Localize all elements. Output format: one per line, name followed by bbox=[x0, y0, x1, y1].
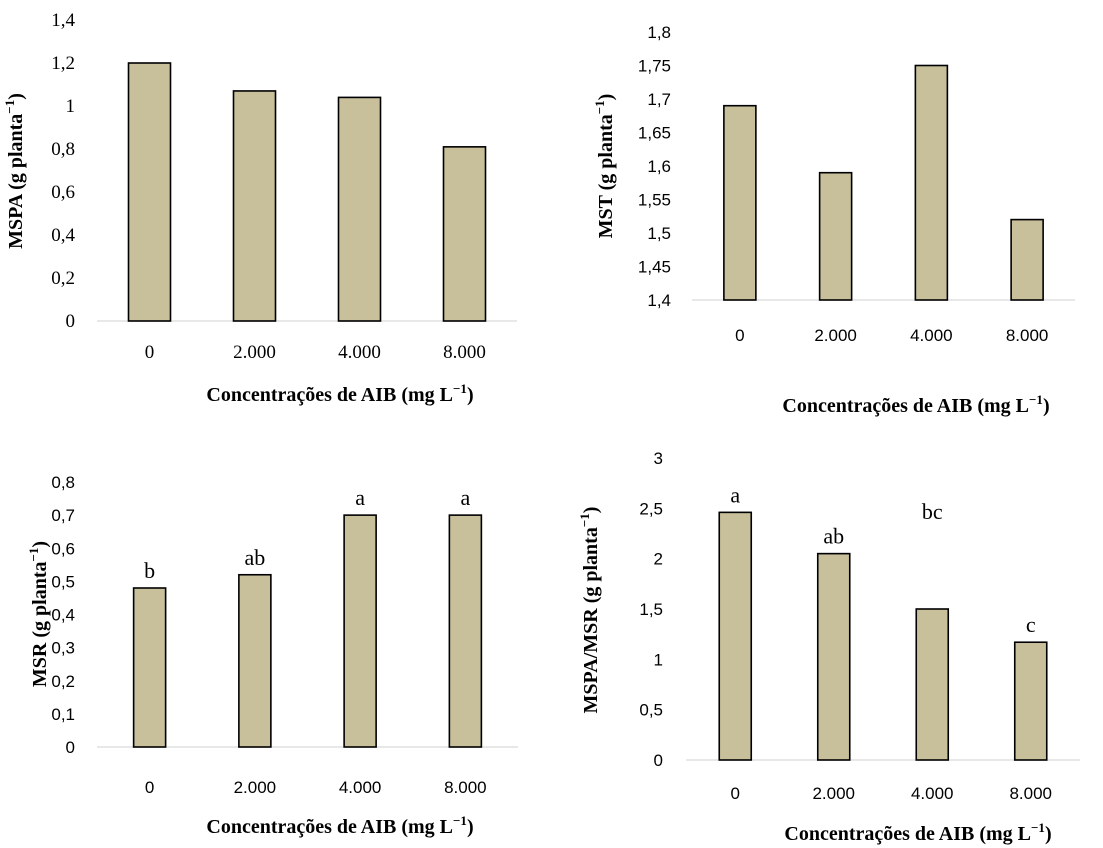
bar-4.000 bbox=[915, 608, 950, 761]
y-tick-label: 0,4 bbox=[51, 225, 75, 246]
bar-2.000 bbox=[232, 90, 277, 322]
y-tick-label: 1,5 bbox=[647, 224, 671, 243]
x-axis-title: Concentrações de AIB (mg L−1) bbox=[206, 813, 473, 838]
y-tick-label: 1,4 bbox=[51, 10, 75, 31]
y-tick-label: 1,75 bbox=[638, 57, 671, 76]
chart-panel-2: 1,4 1,45 1,5 1,55 1,6 1,65 1,7 1,75 1,8 0 2.000 4.0… bbox=[592, 23, 1075, 417]
y-tick-label: 1,65 bbox=[638, 124, 671, 143]
y-axis-title: MST (g planta−1) bbox=[592, 94, 617, 239]
y-tick-label: 0,2 bbox=[51, 268, 75, 289]
x-tick-label: 4.000 bbox=[339, 778, 382, 797]
y-tick-label: 0,4 bbox=[51, 606, 75, 625]
y-tick-label: 0 bbox=[654, 751, 663, 770]
bar-8.000 bbox=[448, 514, 483, 748]
significance-label: a bbox=[460, 485, 470, 510]
chart-panel-3: 0 0,1 0,2 0,3 0,4 0,5 0,6 0,7 0,8 0 b 2.000 ab 4.000 a… bbox=[26, 473, 518, 838]
bar-4.000 bbox=[337, 96, 382, 322]
bar-8.000 bbox=[1013, 641, 1048, 761]
x-axis-title: Concentrações de AIB (mg L−1) bbox=[784, 820, 1051, 845]
y-axis-title: MSPA (g planta−1) bbox=[2, 93, 27, 249]
x-tick-label: 4.000 bbox=[910, 326, 953, 345]
bar-4.000 bbox=[343, 514, 377, 748]
y-tick-label: 1,45 bbox=[638, 258, 671, 277]
x-tick-label: 2.000 bbox=[233, 342, 276, 363]
bar-2.000 bbox=[816, 552, 851, 761]
y-tick-label: 1,6 bbox=[647, 157, 671, 176]
bar-0 bbox=[718, 511, 753, 761]
y-tick-label: 1,4 bbox=[647, 291, 671, 310]
bar-0 bbox=[132, 587, 167, 748]
x-tick-label: 2.000 bbox=[814, 326, 857, 345]
bar-2.000 bbox=[238, 573, 272, 748]
y-tick-label: 1,5 bbox=[639, 600, 663, 619]
significance-label: a bbox=[355, 485, 365, 510]
y-tick-label: 0 bbox=[66, 738, 75, 757]
chart-panel-1: 0 0,2 0,4 0,6 0,8 1 1,2 1,4 0 2.000 4.000 8.000 Conc… bbox=[2, 10, 517, 406]
x-tick-label: 0 bbox=[731, 784, 740, 803]
y-tick-label: 0,5 bbox=[639, 701, 663, 720]
y-tick-label: 1,7 bbox=[647, 90, 671, 109]
x-tick-label: 0 bbox=[735, 326, 744, 345]
bar-4.000 bbox=[914, 64, 949, 301]
y-tick-label: 0,5 bbox=[51, 572, 75, 591]
bar-8.000 bbox=[1010, 218, 1044, 301]
significance-label: b bbox=[144, 558, 155, 583]
bar-8.000 bbox=[442, 146, 487, 322]
y-tick-label: 0,1 bbox=[51, 705, 75, 724]
y-tick-label: 1,2 bbox=[51, 53, 75, 74]
y-tick-label: 1 bbox=[654, 650, 663, 669]
x-axis-title: Concentrações de AIB (mg L−1) bbox=[782, 392, 1049, 417]
x-tick-label: 8.000 bbox=[1006, 326, 1049, 345]
x-tick-label: 0 bbox=[145, 342, 155, 363]
x-tick-label: 8.000 bbox=[443, 342, 486, 363]
bar-0 bbox=[723, 104, 757, 301]
y-tick-label: 1,55 bbox=[638, 191, 671, 210]
y-tick-label: 0 bbox=[66, 311, 76, 332]
x-axis-title: Concentrações de AIB (mg L−1) bbox=[206, 381, 473, 406]
y-tick-label: 2 bbox=[654, 550, 663, 569]
x-tick-label: 2.000 bbox=[812, 784, 855, 803]
x-tick-label: 2.000 bbox=[234, 778, 277, 797]
y-axis-title: MSPA/MSR (g planta−1) bbox=[577, 507, 602, 714]
x-tick-label: 4.000 bbox=[911, 784, 954, 803]
y-tick-label: 0,8 bbox=[51, 473, 75, 492]
x-tick-label: 8.000 bbox=[1009, 784, 1052, 803]
x-tick-label: 0 bbox=[145, 778, 154, 797]
y-tick-label: 0,6 bbox=[51, 182, 75, 203]
significance-label: a bbox=[730, 482, 740, 507]
y-tick-label: 2,5 bbox=[639, 499, 663, 518]
x-tick-label: 8.000 bbox=[444, 778, 487, 797]
y-axis-title: MSR (g planta−1) bbox=[26, 541, 51, 687]
x-tick-label: 4.000 bbox=[338, 342, 381, 363]
y-tick-label: 0,2 bbox=[51, 672, 75, 691]
significance-label: ab bbox=[823, 524, 844, 549]
significance-label: bc bbox=[922, 499, 943, 524]
y-tick-label: 0,7 bbox=[51, 506, 75, 525]
chart-panel-4: 0 0,5 1 1,5 2 2,5 3 0 a 2.000 ab 4.000 bc 8.000 c Conce… bbox=[577, 449, 1080, 845]
bar-2.000 bbox=[818, 171, 853, 301]
y-tick-label: 3 bbox=[654, 449, 663, 468]
bar-0 bbox=[127, 62, 172, 322]
y-tick-label: 1 bbox=[66, 96, 76, 117]
y-tick-label: 1,8 bbox=[647, 23, 671, 42]
y-tick-label: 0,8 bbox=[51, 139, 75, 160]
significance-label: ab bbox=[244, 545, 265, 570]
y-tick-label: 0,6 bbox=[51, 539, 75, 558]
significance-label: c bbox=[1026, 612, 1036, 637]
y-tick-label: 0,3 bbox=[51, 639, 75, 658]
